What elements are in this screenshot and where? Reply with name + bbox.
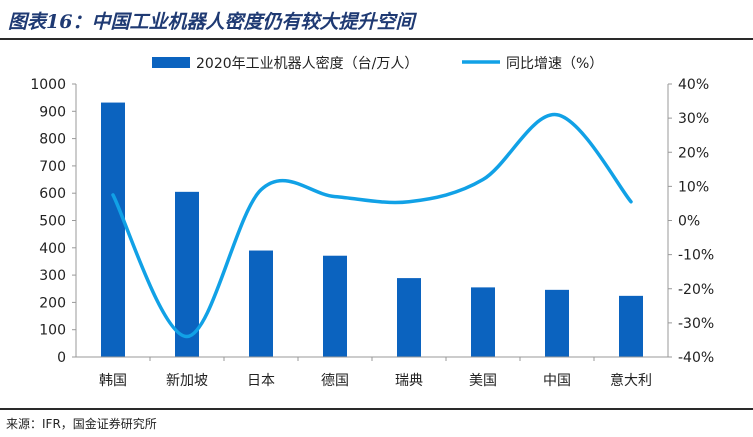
right-tick-label: 20% <box>678 145 709 161</box>
right-tick-label: 30% <box>678 111 709 127</box>
x-category-label: 韩国 <box>99 373 127 389</box>
right-tick-label: 0% <box>678 214 700 230</box>
bar-美国 <box>471 287 495 357</box>
left-tick-label: 700 <box>39 159 66 175</box>
right-tick-label: 10% <box>678 179 709 195</box>
left-tick-label: 200 <box>39 295 66 311</box>
legend-line-label: 同比增速（%） <box>506 56 603 72</box>
footer: 来源：IFR，国金证券研究所 <box>0 408 753 437</box>
legend: 2020年工业机器人密度（台/万人） 同比增速（%） <box>152 55 603 72</box>
left-tick-label: 600 <box>39 186 66 202</box>
right-tick-label: 40% <box>678 77 709 93</box>
bar-德国 <box>323 256 347 357</box>
left-axis: 0 100 200 300 400 500 600 700 800 900 1000 <box>30 77 76 366</box>
legend-bar-swatch <box>152 57 190 68</box>
x-axis: 韩国 新加坡 日本 德国 瑞典 美国 中国 意大利 <box>76 357 668 389</box>
left-tick-label: 400 <box>39 241 66 257</box>
x-category-label: 意大利 <box>610 372 652 389</box>
bar-中国 <box>545 290 569 357</box>
left-tick-label: 500 <box>39 214 66 230</box>
right-axis: -40% -30% -20% -10% 0% 10% 20% 30% 40% <box>668 77 714 366</box>
title-bar: 图表16：中国工业机器人密度仍有较大提升空间 <box>0 0 753 40</box>
left-tick-label: 1000 <box>30 77 66 93</box>
bar-韩国 <box>101 103 125 357</box>
chart: 2020年工业机器人密度（台/万人） 同比增速（%） 0 100 200 300 400 5… <box>0 40 753 406</box>
legend-bar-label: 2020年工业机器人密度（台/万人） <box>196 55 418 72</box>
x-category-label: 新加坡 <box>166 373 208 389</box>
bar-日本 <box>249 251 273 357</box>
left-tick-label: 900 <box>39 104 66 120</box>
source-note: 来源：IFR，国金证券研究所 <box>6 415 157 432</box>
left-tick-label: 100 <box>39 323 66 339</box>
left-tick-label: 800 <box>39 132 66 148</box>
bar-瑞典 <box>397 278 421 357</box>
x-category-label: 瑞典 <box>395 373 423 389</box>
x-category-label: 中国 <box>543 373 571 389</box>
right-tick-label: -20% <box>678 282 714 298</box>
x-category-label: 美国 <box>469 373 497 389</box>
bar-意大利 <box>619 296 643 357</box>
left-tick-label: 300 <box>39 268 66 284</box>
bar-series <box>101 103 643 357</box>
right-tick-label: -10% <box>678 248 714 264</box>
x-category-label: 德国 <box>321 373 349 389</box>
right-tick-label: -30% <box>678 316 714 332</box>
x-category-label: 日本 <box>247 373 275 389</box>
right-tick-label: -40% <box>678 350 714 366</box>
chart-title: 图表16：中国工业机器人密度仍有较大提升空间 <box>8 7 414 34</box>
left-tick-label: 0 <box>57 350 66 366</box>
